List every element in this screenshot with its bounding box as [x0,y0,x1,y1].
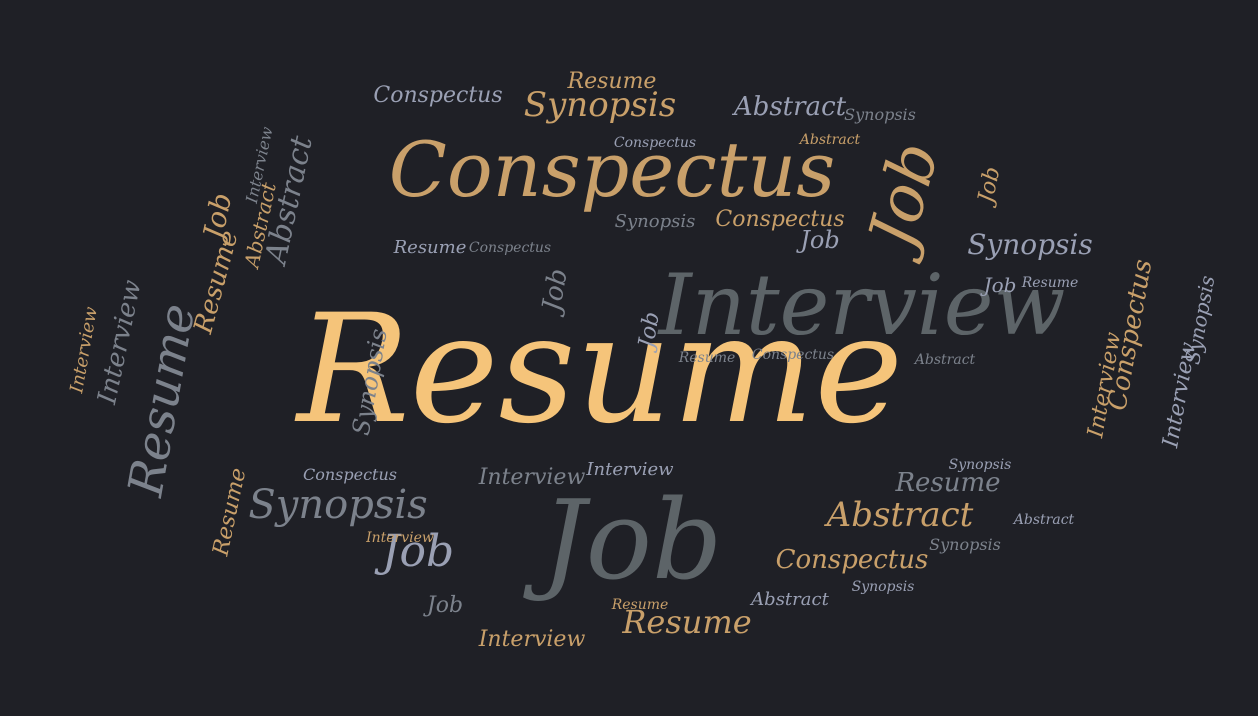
word-resume: Resume [1021,275,1079,291]
word-resume: Resume [208,465,251,558]
word-synopsis: Synopsis [844,105,916,124]
word-conspectus: Conspectus [388,125,836,214]
word-synopsis: Synopsis [929,535,1001,554]
word-abstract: Abstract [1013,512,1075,528]
word-synopsis: Synopsis [248,482,428,528]
word-conspectus: Conspectus [715,207,845,232]
word-interview: Interview [1157,340,1202,450]
word-abstract: Abstract [733,92,847,122]
word-synopsis: Synopsis [948,457,1012,473]
word-job: Job [536,266,574,314]
word-resume: Resume [188,227,246,337]
word-conspectus: Conspectus [751,347,835,363]
word-abstract: Abstract [799,132,861,148]
word-resume: Resume [393,237,467,258]
word-interview: Interview [366,530,434,546]
word-resume: Resume [611,597,669,613]
word-resume: Resume [622,603,752,641]
word-conspectus: Conspectus [613,135,697,151]
word-abstract: Abstract [751,589,829,610]
word-conspectus: Conspectus [373,83,503,108]
word-job: Job [855,134,955,256]
word-abstract: Abstract [914,352,976,368]
word-conspectus: Conspectus [468,240,552,256]
word-conspectus: Conspectus [302,465,397,484]
word-job: Job [800,226,840,254]
word-job: Job [983,273,1017,297]
word-synopsis: Synopsis [967,228,1093,261]
word-interview: Interview [478,465,586,490]
word-job: Job [973,164,1006,206]
word-job: Job [634,309,665,350]
word-job: Job [541,476,723,604]
word-interview: Interview [478,627,586,652]
word-resume: Resume [678,350,736,366]
word-interview: Interview [586,459,674,480]
word-job: Job [426,593,464,618]
word-synopsis: Synopsis [851,579,915,595]
word-synopsis: Synopsis [523,85,677,125]
word-resume: Resume [567,69,657,94]
word-abstract: Abstract [826,495,974,535]
word-synopsis: Synopsis [614,211,696,232]
word-job: Job [381,526,455,577]
word-resume: Resume [296,283,904,457]
word-conspectus: Conspectus [775,545,929,575]
word-interview: Interview [658,256,1066,354]
word-resume: Resume [895,468,1001,498]
